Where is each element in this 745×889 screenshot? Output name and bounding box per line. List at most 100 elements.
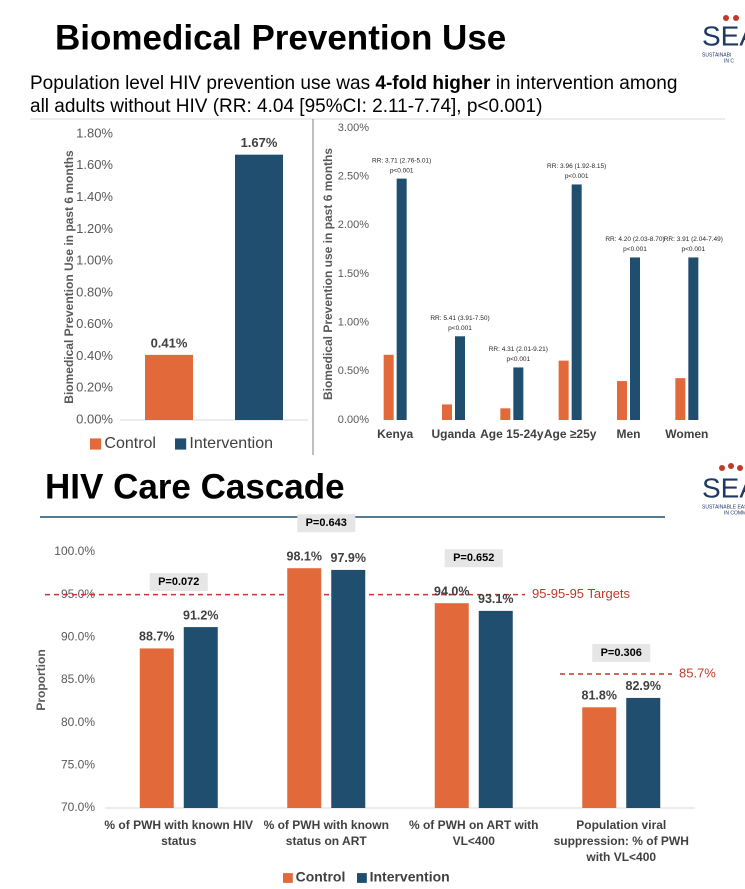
bar (145, 354, 193, 420)
x-tick-label: % of PWH with known (264, 818, 389, 832)
x-tick-label: % of PWH with known HIV (104, 818, 253, 832)
bar (675, 378, 686, 420)
y-tick-label: 0.50% (338, 365, 369, 377)
p-value-box (149, 573, 208, 592)
x-tick-label: % of PWH on ART with (409, 818, 539, 832)
value-label: 81.8% (582, 689, 617, 703)
y-axis-label: Biomedical Prevention use in past 6 mont… (321, 148, 335, 400)
annotation: p<0.001 (565, 173, 589, 180)
annotation: p<0.001 (390, 167, 414, 174)
logo-icon (719, 15, 743, 471)
bar (513, 367, 524, 420)
annotation: p<0.001 (681, 246, 705, 253)
y-tick-label: 100.0% (54, 544, 95, 558)
subtitle: Population level HIV prevention use was … (30, 73, 677, 94)
y-tick-label: 80.0% (61, 715, 95, 729)
legend-label: Intervention (189, 435, 273, 452)
x-tick-label: Population viral (576, 818, 666, 832)
y-tick-label: 0.40% (76, 348, 113, 363)
bar (582, 707, 617, 808)
bar (630, 257, 640, 420)
y-tick-label: 1.50% (338, 268, 369, 280)
y-tick-label: 1.20% (76, 221, 113, 236)
annotation: RR: 3.71 (2.76-5.01) (372, 157, 431, 164)
value-label: 91.2% (183, 608, 218, 622)
logo-text: SEA (702, 472, 745, 503)
annotation: p<0.001 (623, 246, 647, 253)
annotation: RR: 3.96 (1.92-8.15) (547, 163, 606, 170)
legend-label: Control (104, 435, 156, 452)
p-value-box (592, 643, 651, 662)
y-tick-label: 0.00% (338, 414, 369, 426)
y-axis-label: Biomedical Prevention Use in past 6 mont… (62, 150, 76, 404)
x-tick-label: Women (665, 427, 708, 441)
value-label: 88.7% (139, 630, 174, 644)
bar (478, 610, 513, 808)
bar (617, 381, 627, 420)
subtitle-part: in intervention among (490, 73, 677, 94)
y-tick-label: 1.60% (76, 157, 113, 172)
x-tick-label: Uganda (431, 427, 475, 441)
value-label: 93.1% (478, 592, 513, 606)
p-value: P=0.306 (601, 647, 642, 659)
slide-title: Biomedical Prevention Use (55, 18, 506, 57)
value-label: 82.9% (626, 679, 661, 693)
legend-label: Intervention (370, 869, 450, 885)
y-tick-label: 1.40% (76, 189, 113, 204)
p-value: P=0.072 (158, 576, 199, 588)
annotation: RR: 5.41 (3.91-7.50) (430, 315, 489, 322)
reference-label: 85.7% (679, 665, 716, 680)
legend-label: Control (296, 869, 346, 885)
annotation: RR: 4.31 (2.01-9.21) (489, 346, 548, 353)
bar (558, 360, 569, 420)
subtitle: all adults without HIV (RR: 4.04 [95%CI:… (30, 96, 542, 117)
bar (396, 178, 407, 420)
value-label: 94.0% (434, 584, 469, 598)
bar (331, 569, 366, 808)
p-value-box (297, 514, 356, 533)
bar (626, 697, 661, 808)
annotation: p<0.001 (448, 325, 472, 332)
legend-swatch (175, 438, 187, 450)
bar (235, 154, 283, 420)
y-tick-label: 95.0% (61, 587, 95, 601)
legend-swatch (283, 873, 293, 883)
x-tick-label: Kenya (377, 427, 413, 441)
bar (139, 648, 174, 808)
y-tick-label: 2.50% (338, 171, 369, 183)
x-tick-label: Age 15-24y (480, 427, 544, 441)
logo-text: SEA (702, 20, 745, 51)
bar (183, 627, 218, 808)
p-value-box (444, 549, 503, 568)
bar (434, 603, 469, 808)
y-tick-label: 0.80% (76, 284, 113, 299)
x-tick-label: status (161, 834, 197, 848)
x-tick-label: VL<400 (453, 834, 496, 848)
x-tick-label: with VL<400 (585, 850, 656, 864)
x-tick-label: suppression: % of PWH (554, 834, 689, 848)
bar (287, 568, 322, 808)
legend-swatch (90, 438, 102, 450)
reference-label: 95-95-95 Targets (532, 586, 631, 601)
y-tick-label: 1.80% (76, 125, 113, 140)
y-tick-label: 90.0% (61, 630, 95, 644)
p-value: P=0.652 (453, 552, 494, 564)
value-label: 98.1% (287, 550, 322, 564)
x-tick-label: Age ≥25y (544, 427, 597, 441)
y-axis-label: Proportion (34, 649, 48, 710)
y-tick-label: 70.0% (61, 800, 95, 814)
y-tick-label: 0.20% (76, 380, 113, 395)
bar (500, 408, 511, 420)
legend-swatch (357, 873, 367, 883)
x-tick-label: Men (617, 427, 641, 441)
bar (688, 257, 699, 420)
bar (383, 354, 394, 420)
y-tick-label: 85.0% (61, 672, 95, 686)
p-value: P=0.643 (306, 517, 347, 529)
y-tick-label: 1.00% (76, 253, 113, 268)
y-tick-label: 75.0% (61, 758, 95, 772)
x-tick-label: status on ART (286, 834, 368, 848)
value-label: 97.9% (331, 551, 366, 565)
logo-subtext: SUSTAINABLE EAS (702, 504, 745, 510)
